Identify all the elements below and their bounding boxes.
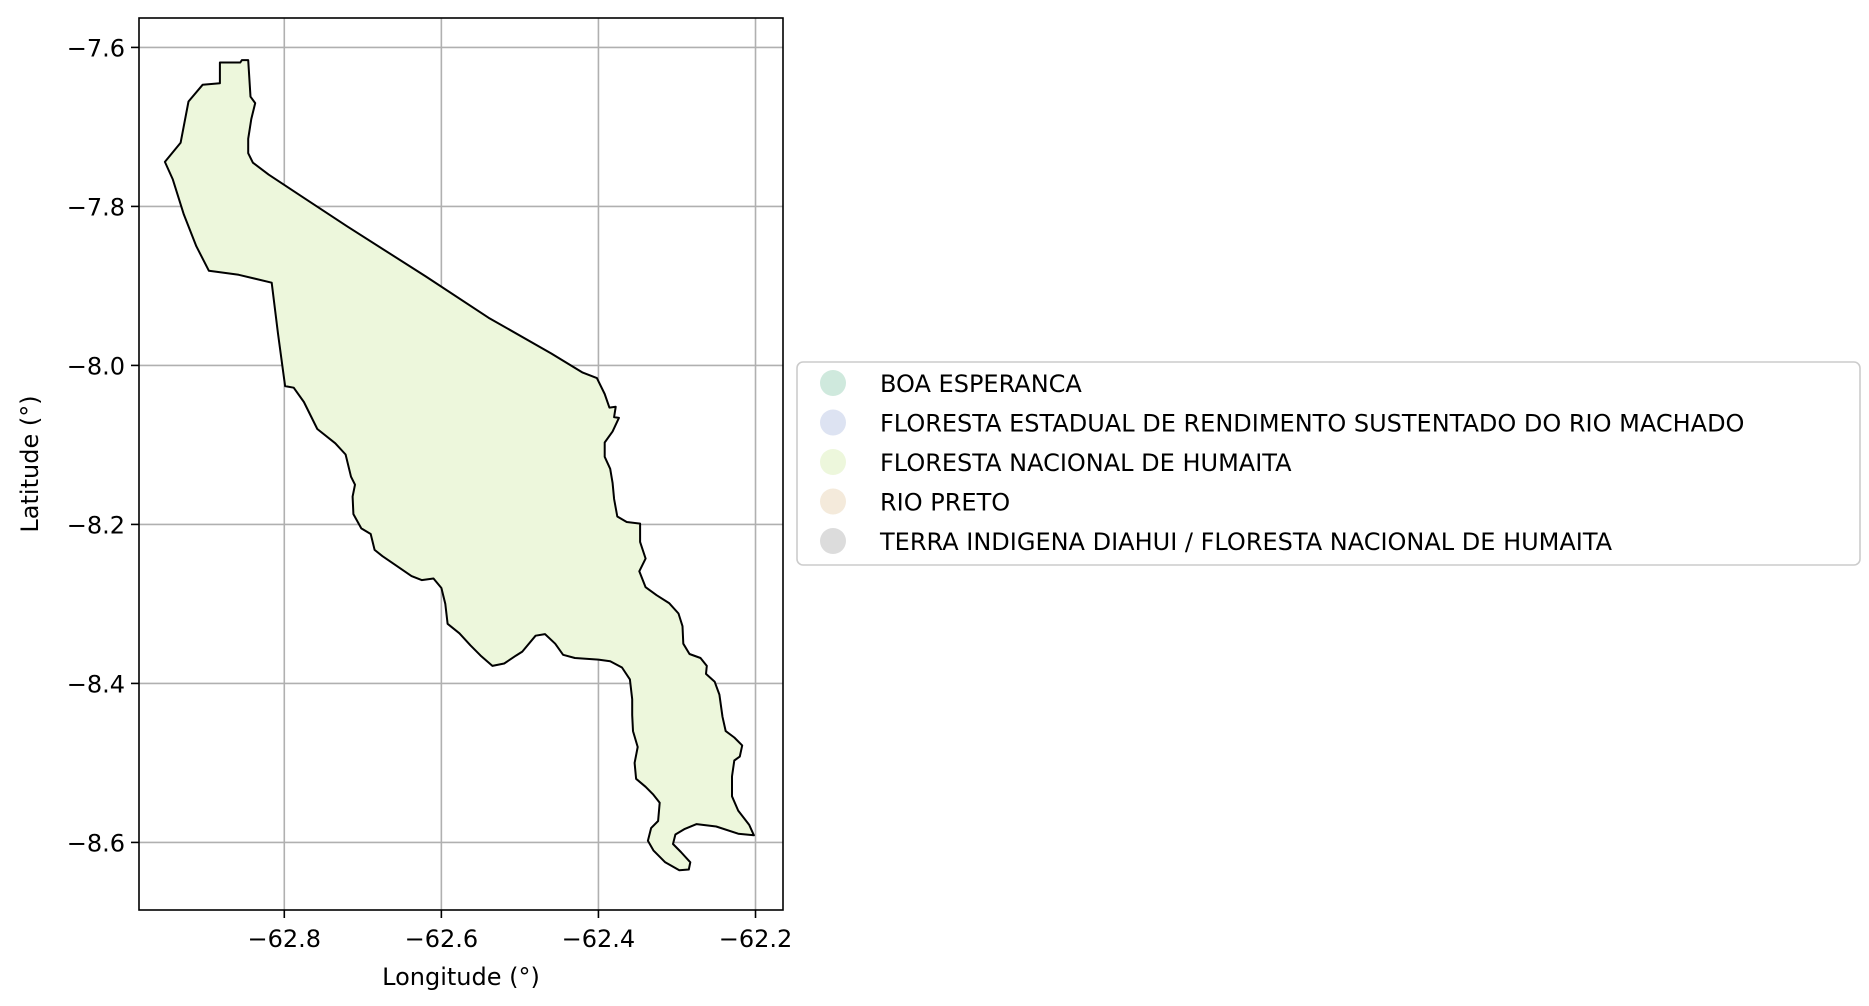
y-tick-label-1: −7.8 bbox=[67, 193, 125, 221]
legend-label-2: FLORESTA NACIONAL DE HUMAITA bbox=[880, 449, 1292, 477]
x-axis-label: Longitude (°) bbox=[382, 963, 540, 991]
x-tick-label-0: −62.8 bbox=[248, 925, 322, 953]
y-tick-label-2: −8.0 bbox=[67, 352, 125, 380]
y-tick-label-4: −8.4 bbox=[67, 670, 125, 698]
legend-box bbox=[796, 361, 1861, 566]
plot-frame bbox=[138, 17, 784, 911]
legend-marker-0 bbox=[820, 370, 846, 396]
y-axis-ticks: −7.6 −7.8 −8.0 −8.2 −8.4 −8.6 bbox=[67, 34, 139, 857]
y-axis-label: Latitude (°) bbox=[16, 395, 44, 532]
x-tick-label-3: −62.2 bbox=[719, 925, 793, 953]
legend-label-4: TERRA INDIGENA DIAHUI / FLORESTA NACIONA… bbox=[879, 528, 1613, 556]
y-tick-label-5: −8.6 bbox=[67, 829, 125, 857]
x-tick-label-1: −62.6 bbox=[405, 925, 479, 953]
legend-label-3: RIO PRETO bbox=[880, 489, 1010, 517]
legend-label-0: BOA ESPERANCA bbox=[880, 370, 1082, 398]
y-tick-label-0: −7.6 bbox=[67, 34, 125, 62]
legend-label-1: FLORESTA ESTADUAL DE RENDIMENTO SUSTENTA… bbox=[880, 410, 1744, 438]
legend-marker-4 bbox=[820, 528, 846, 554]
legend-marker-2 bbox=[820, 449, 846, 475]
legend: BOA ESPERANCA FLORESTA ESTADUAL DE RENDIM… bbox=[796, 361, 1861, 566]
y-tick-label-3: −8.2 bbox=[67, 511, 125, 539]
protected-area-polygon bbox=[163, 59, 755, 872]
legend-marker-3 bbox=[820, 488, 846, 515]
legend-marker-1 bbox=[820, 409, 846, 436]
x-axis-ticks: −62.8 −62.6 −62.4 −62.2 bbox=[248, 910, 793, 953]
x-tick-label-2: −62.4 bbox=[562, 925, 636, 953]
